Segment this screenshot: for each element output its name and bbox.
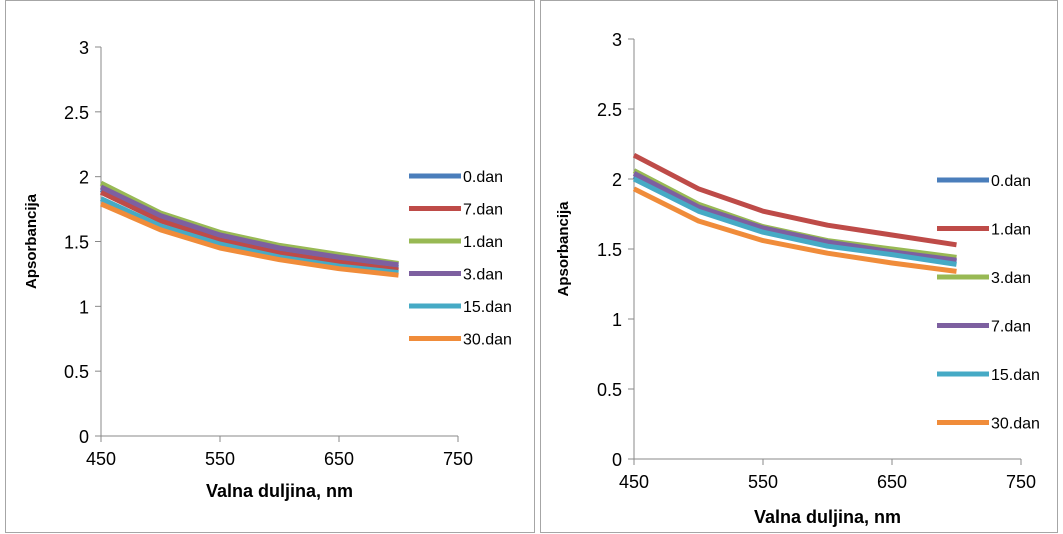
legend-label-3.dan: 3.dan — [991, 270, 1031, 287]
x-tick-label: 550 — [748, 472, 778, 492]
series-line-30.dan — [632, 186, 957, 274]
chart-panel-right: 0 0.5 1 1.5 2 2.5 3 450 550 650 750 0.dan 1.dan 3.dan… — [540, 0, 1058, 533]
y-tick-label: 0 — [79, 427, 89, 447]
y-tick-label: 3 — [612, 30, 622, 50]
y-tick-label: 1 — [612, 310, 622, 330]
legend-label-7.dan: 7.dan — [463, 202, 503, 219]
legend-label-0.dan: 0.dan — [463, 169, 503, 186]
legend-label-30.dan: 30.dan — [463, 332, 512, 349]
chart-panel-left: 0 0.5 1 1.5 2 2.5 3 450 550 650 750 0.dan 7.dan 1.dan… — [5, 0, 535, 533]
y-tick-label: 2.5 — [597, 100, 622, 120]
series-line-7.dan — [632, 171, 957, 263]
x-tick-label: 650 — [877, 472, 907, 492]
legend-label-1.dan: 1.dan — [991, 222, 1031, 239]
x-tick-label: 750 — [443, 449, 473, 469]
legend-label-15.dan: 15.dan — [463, 299, 512, 316]
legend-label-30.dan: 30.dan — [991, 416, 1040, 433]
y-tick-label: 0 — [612, 450, 622, 470]
y-axis-label: Apsorbancija — [23, 193, 40, 289]
y-tick-label: 1 — [79, 297, 89, 317]
y-axis-label: Apsorbancija — [555, 201, 572, 297]
legend-label-1.dan: 1.dan — [463, 234, 503, 251]
series-line-30.dan — [100, 201, 399, 278]
y-tick-label: 2 — [79, 168, 89, 188]
legend-label-0.dan: 0.dan — [991, 173, 1031, 190]
y-tick-label: 0.5 — [597, 380, 622, 400]
x-tick-label: 650 — [324, 449, 354, 469]
x-tick-label: 450 — [86, 449, 116, 469]
y-tick-label: 1.5 — [64, 233, 89, 253]
x-tick-label: 550 — [205, 449, 235, 469]
series-line-7.dan — [99, 189, 399, 273]
y-tick-label: 2 — [612, 170, 622, 190]
series-line-15.dan — [99, 196, 399, 276]
series-line-1.dan — [632, 152, 957, 248]
x-axis-label: Valna duljina, nm — [754, 507, 901, 527]
series-line-3.dan — [99, 184, 399, 268]
legend-label-15.dan: 15.dan — [991, 367, 1040, 384]
y-tick-label: 3 — [79, 38, 89, 58]
x-tick-label: 450 — [619, 472, 649, 492]
y-tick-label: 2.5 — [64, 103, 89, 123]
y-tick-label: 0.5 — [64, 362, 89, 382]
y-tick-label: 1.5 — [597, 240, 622, 260]
legend-label-7.dan: 7.dan — [991, 319, 1031, 336]
legend-label-3.dan: 3.dan — [463, 267, 503, 284]
x-tick-label: 750 — [1006, 472, 1036, 492]
x-axis-label: Valna duljina, nm — [206, 481, 353, 501]
chart-right-svg: 0 0.5 1 1.5 2 2.5 3 450 550 650 750 0.dan 1.dan 3.dan… — [555, 30, 1040, 527]
chart-left-svg: 0 0.5 1 1.5 2 2.5 3 450 550 650 750 0.dan 7.dan 1.dan… — [23, 38, 512, 501]
series-line-15.dan — [632, 176, 957, 267]
